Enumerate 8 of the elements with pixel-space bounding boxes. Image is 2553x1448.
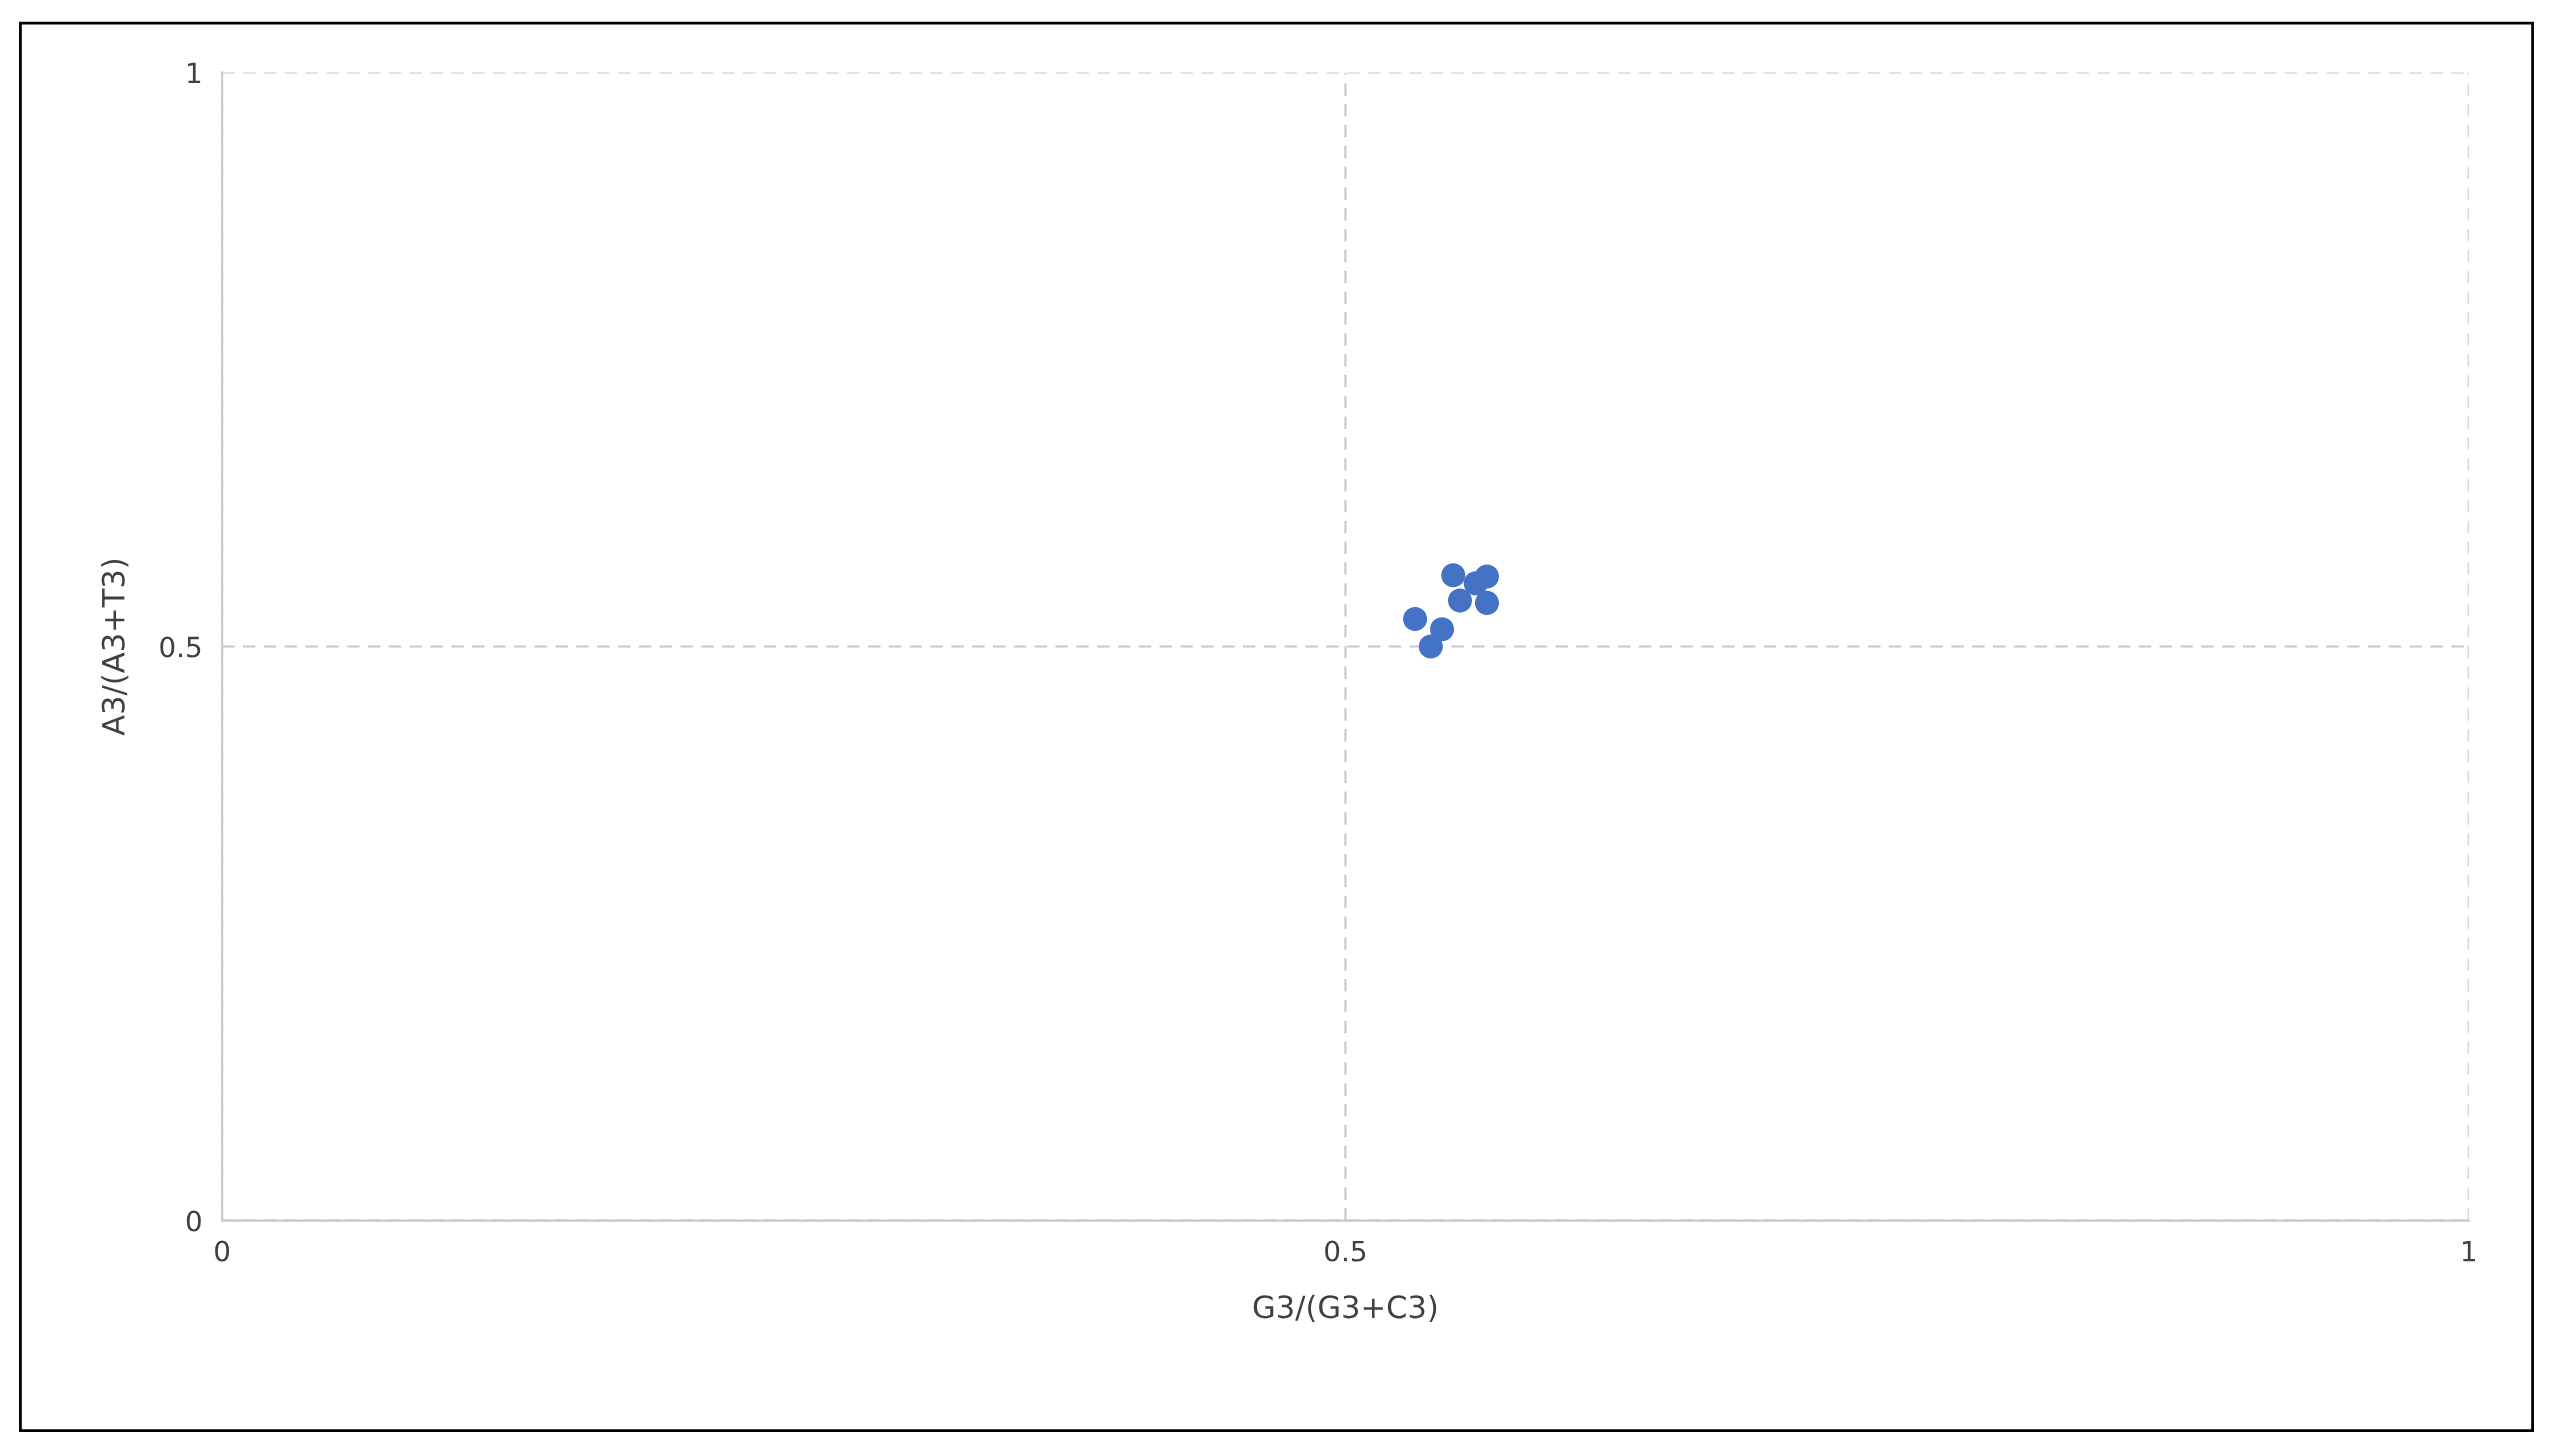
x-tick-label: 1 [2462, 1240, 2476, 1262]
x-tick-label: 0.5 [1325, 1240, 1366, 1262]
x-axis-title: G3/(G3+C3) [1253, 1294, 1437, 1323]
x-tick-label: 0 [215, 1240, 230, 1262]
y-tick-label: 0.5 [160, 636, 201, 658]
y-tick-label: 0 [186, 1210, 201, 1232]
y-axis-title: A3/(A3+T3) [101, 559, 129, 736]
y-tick-label: 1 [188, 62, 201, 83]
